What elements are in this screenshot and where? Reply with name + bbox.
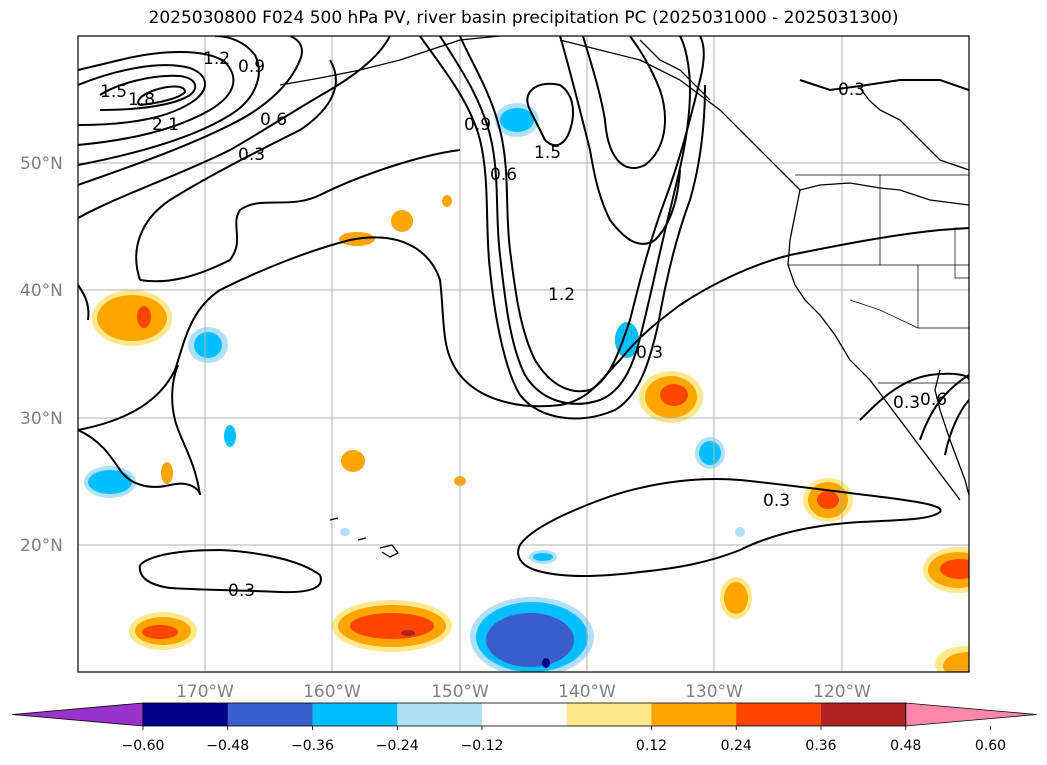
colorbar-segment [312, 703, 398, 726]
precip-patch [542, 658, 550, 668]
contour-labels: 1.5 1.2 0.9 1.8 2.1 0.6 0.3 0.9 0.6 1.5 … [100, 49, 947, 601]
contour-label: 0.3 [763, 491, 790, 511]
precip-patch [224, 425, 236, 447]
colorbar-tick-label: −0.24 [376, 738, 419, 754]
colorbar-tick-label: −0.48 [206, 738, 249, 754]
lon-tick-label: 140°W [558, 682, 616, 702]
contour-label: 2.1 [152, 115, 179, 135]
colorbar-tick-label: −0.36 [291, 738, 334, 754]
precip-patch [943, 652, 969, 672]
precip-patch [533, 553, 553, 561]
contour-label: 0.6 [260, 110, 287, 130]
colorbar-tick-label: −0.12 [461, 738, 504, 754]
precip-patch [500, 108, 534, 132]
colorbar-segment [227, 703, 313, 726]
colorbar-extend-low [11, 702, 144, 727]
precip-patch [615, 322, 639, 358]
colorbar-tick-label: 0.36 [805, 738, 836, 754]
precip-patch [88, 470, 132, 494]
map-frame [77, 35, 970, 673]
contour-label: 1.5 [534, 143, 561, 163]
precip-patch [350, 613, 434, 639]
colorbar-segment [736, 703, 822, 726]
colorbar-segment [566, 703, 652, 726]
contour-label: 0.6 [490, 165, 517, 185]
colorbar: −0.60 −0.48 −0.36 −0.24 −0.12 0.12 0.24 0.36 0.4… [11, 702, 1037, 754]
colorbar-frame [142, 702, 907, 727]
colorbar-segment [143, 703, 229, 726]
contour-label: 1.2 [548, 285, 575, 305]
precip-patch [486, 613, 574, 667]
pv-contours [78, 36, 969, 594]
contour-label: 1.8 [128, 90, 155, 110]
precip-patch [142, 625, 178, 639]
colorbar-tick-label: 0.24 [721, 738, 752, 754]
colorbar-segment [821, 703, 907, 726]
colorbar-tick-label: 0.60 [975, 738, 1006, 754]
colorbar-extend-high [905, 702, 1037, 727]
state-borders [788, 174, 969, 384]
contour-label: 0.3 [238, 145, 265, 165]
contour-label: 1.2 [203, 49, 230, 69]
lon-tick-label: 160°W [303, 682, 361, 702]
lat-tick-label: 40°N [20, 281, 63, 301]
contour-label: 0.6 [920, 390, 947, 410]
lat-tick-label: 50°N [20, 154, 63, 174]
contour-label: 0.3 [838, 80, 865, 100]
map-area: 1.5 1.2 0.9 1.8 2.1 0.6 0.3 0.9 0.6 1.5 … [78, 36, 969, 672]
contour-label: 0.3 [636, 343, 663, 363]
contour-label: 0.9 [464, 115, 491, 135]
contour-label: 1.5 [100, 82, 127, 102]
lat-tick-label: 20°N [20, 536, 63, 556]
precip-patch [940, 559, 969, 579]
colorbar-tick-label: 0.48 [890, 738, 921, 754]
contour-label: 0.3 [893, 393, 920, 413]
lon-axis: 170°W 160°W 150°W 140°W 130°W 120°W [176, 682, 871, 702]
precip-patch [97, 295, 167, 341]
colorbar-tick-label: −0.60 [122, 738, 165, 754]
precip-patch [735, 527, 745, 537]
lon-tick-label: 120°W [813, 682, 871, 702]
precip-patch [442, 195, 452, 207]
lat-axis: 50°N 40°N 30°N 20°N [20, 154, 63, 556]
precip-patch [161, 462, 173, 484]
colorbar-tick-label: 0.12 [636, 738, 667, 754]
lon-tick-label: 170°W [176, 682, 234, 702]
contour-label: 0.3 [228, 581, 255, 601]
precip-patch [401, 630, 415, 636]
precip-patch [391, 210, 413, 232]
precip-patch [341, 450, 365, 472]
precip-patch [660, 384, 688, 406]
precip-patch [137, 306, 151, 328]
colorbar-segment [651, 703, 737, 726]
lon-tick-label: 150°W [431, 682, 489, 702]
gridlines [78, 36, 969, 672]
contour-label: 0.9 [238, 57, 265, 77]
coastlines [279, 36, 969, 558]
precip-patch [194, 332, 222, 358]
lat-tick-label: 30°N [20, 409, 63, 429]
precip-patch [817, 491, 839, 509]
precip-patch [699, 441, 721, 465]
chart-title: 2025030800 F024 500 hPa PV, river basin … [148, 8, 899, 28]
colorbar-segment [397, 703, 483, 726]
colorbar-segment [482, 703, 568, 726]
precip-patch [724, 582, 748, 614]
lon-tick-label: 130°W [685, 682, 743, 702]
precip-patch [340, 528, 350, 536]
